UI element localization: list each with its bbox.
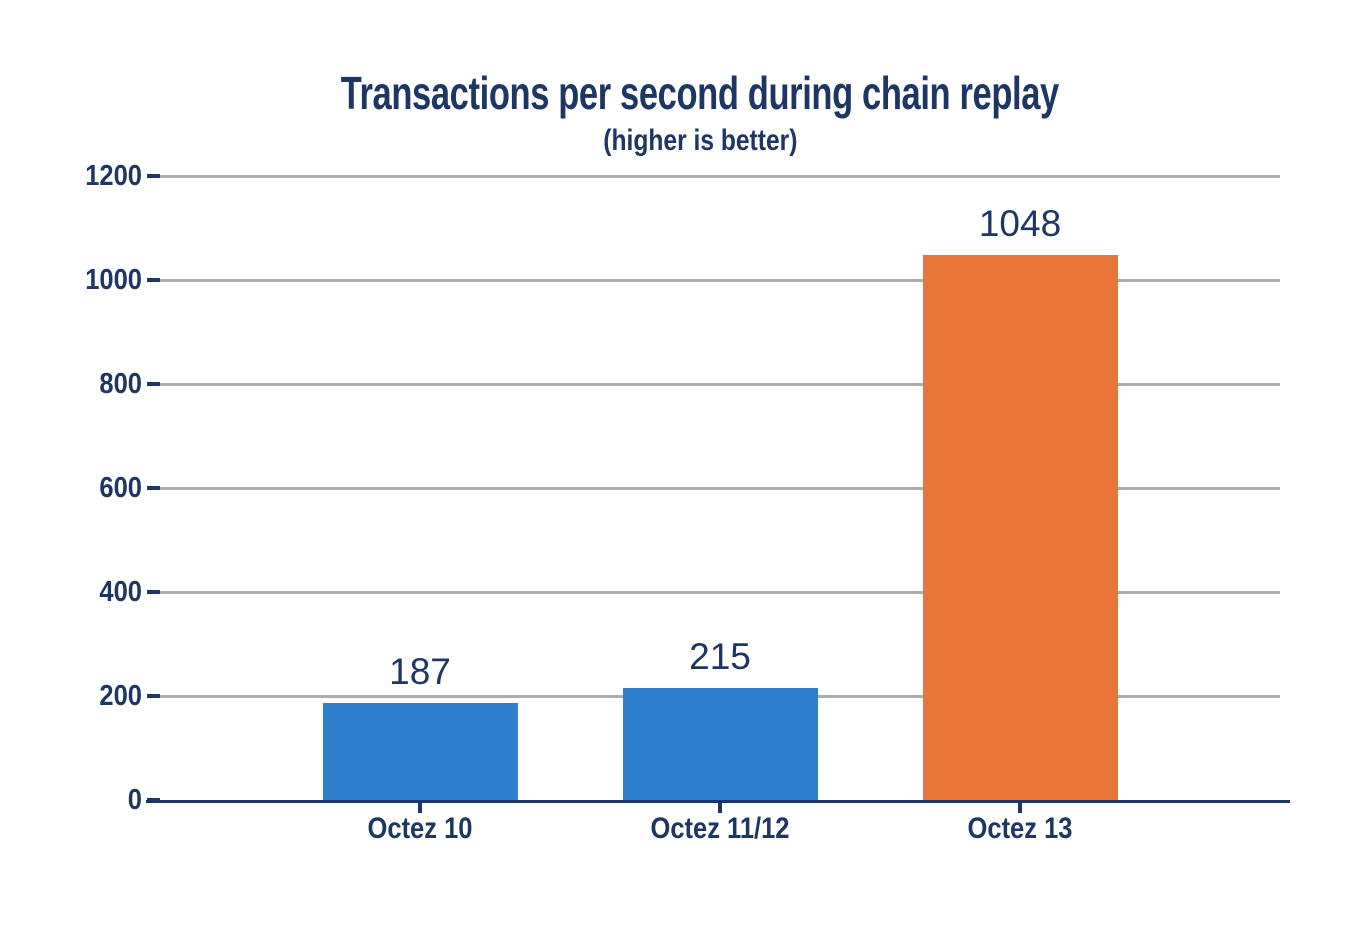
gridline: [160, 486, 1280, 490]
y-tick-mark: [147, 486, 160, 490]
bar-octez-13: [922, 255, 1118, 800]
x-tick-label: Octez 11/12: [650, 812, 790, 845]
bar-octez-11-12: [622, 688, 818, 800]
x-tick-label: Octez 13: [967, 812, 1073, 845]
y-tick-label: 1200: [85, 160, 142, 192]
chart-subtitle: (higher is better): [602, 124, 798, 157]
chart-title-container: Transactions per second during chain rep…: [40, 68, 1360, 120]
gridline: [160, 590, 1280, 594]
y-tick-mark: [147, 382, 160, 386]
gridline: [160, 382, 1280, 386]
chart-title: Transactions per second during chain rep…: [340, 67, 1060, 119]
y-tick-label: 600: [99, 472, 142, 504]
y-tick-mark: [147, 278, 160, 282]
y-tick-mark: [147, 174, 160, 178]
y-tick-mark: [147, 694, 160, 698]
bar-value-label: 1048: [978, 203, 1062, 245]
bar-value-label: 215: [689, 636, 751, 678]
x-tick-mark: [718, 803, 722, 813]
x-tick-mark: [1018, 803, 1022, 813]
bar-octez-10: [322, 702, 518, 800]
x-axis-line: [146, 800, 1290, 803]
y-tick-label: 0: [127, 784, 142, 816]
gridline: [160, 278, 1280, 282]
x-tick-label: Octez 10: [367, 812, 473, 845]
y-tick-label: 400: [99, 576, 142, 608]
y-tick-label: 800: [99, 368, 142, 400]
x-tick-mark: [418, 803, 422, 813]
bar-value-label: 187: [389, 650, 451, 692]
chart-subtitle-container: (higher is better): [40, 124, 1360, 160]
y-tick-mark: [147, 590, 160, 594]
y-tick-label: 1000: [85, 264, 142, 296]
gridline: [160, 174, 1280, 178]
y-tick-label: 200: [99, 680, 142, 712]
